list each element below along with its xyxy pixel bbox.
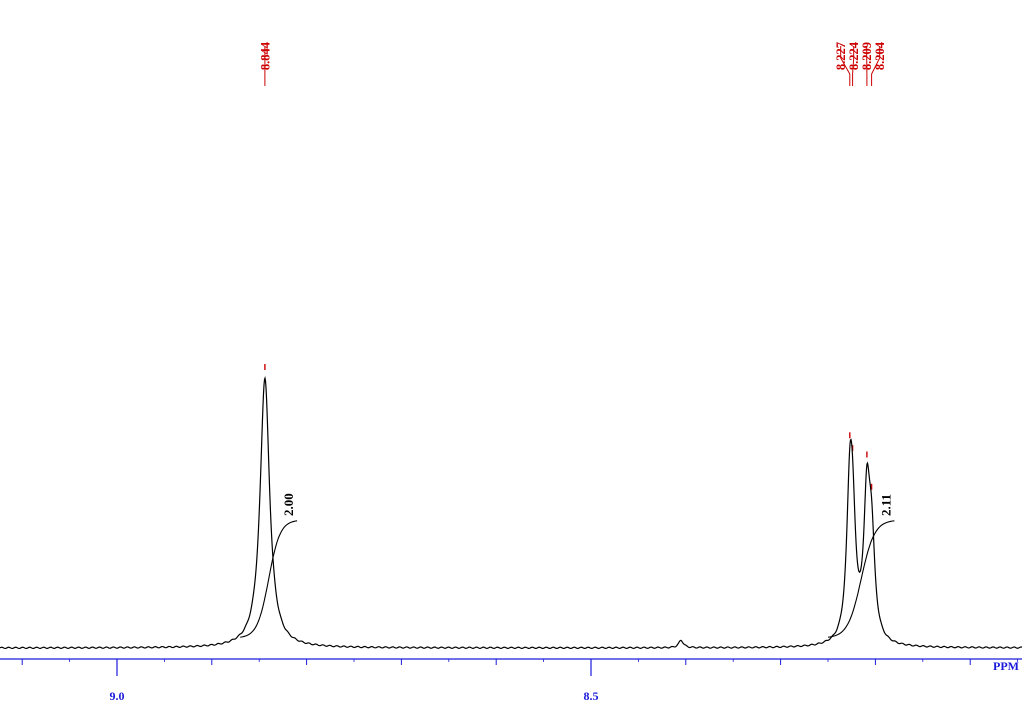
integral-label: 2.11 xyxy=(878,494,893,516)
x-axis: PPM 9.08.58.07.5 xyxy=(0,658,1022,703)
integrals-group: 2.002.113.16 xyxy=(240,493,895,638)
integral-curve xyxy=(240,520,298,638)
peak-labels-group: 8.8448.2278.2248.2098.2047.7947.7897.776… xyxy=(258,41,887,490)
integral-label: 2.00 xyxy=(281,493,296,516)
peak-leader-line xyxy=(871,46,881,86)
spectrum-trace xyxy=(0,375,1023,650)
peak-leader-line xyxy=(840,46,851,86)
integral-curve xyxy=(827,520,895,638)
x-tick-label: 8.5 xyxy=(584,689,599,703)
peak-leader-line xyxy=(852,46,855,86)
x-axis-unit-label: PPM xyxy=(993,659,1019,673)
x-tick-label: 9.0 xyxy=(110,689,125,703)
